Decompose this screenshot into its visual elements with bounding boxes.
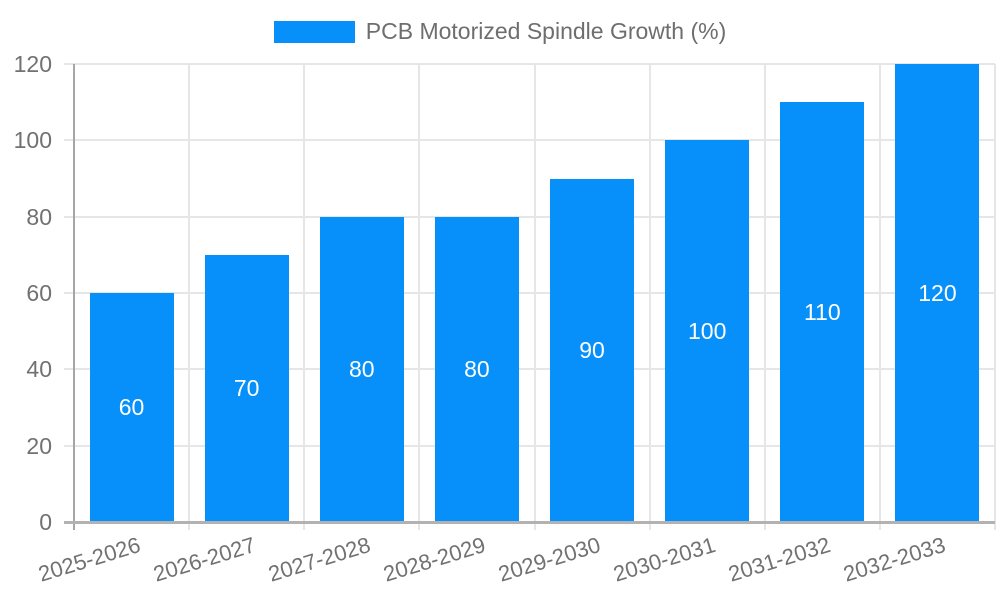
bar-value-label: 80 [349, 355, 375, 382]
bar-value-label: 60 [118, 394, 145, 420]
legend-label: PCB Motorized Spindle Growth (%) [365, 18, 727, 44]
bar: 90 [550, 178, 635, 522]
y-axis-label: 80 [26, 203, 52, 230]
v-gridline [188, 64, 191, 530]
y-axis-label: 40 [26, 356, 52, 383]
h-gridline [64, 444, 995, 447]
bar: 70 [204, 254, 289, 522]
v-gridline [878, 64, 881, 530]
v-gridline [418, 64, 421, 530]
h-gridline [64, 215, 995, 218]
v-gridline [994, 64, 996, 530]
bar-value-label: 90 [579, 336, 605, 363]
y-axis-label: 0 [39, 509, 52, 535]
v-gridline [533, 64, 536, 530]
v-gridline [763, 64, 766, 530]
bar-value-label: 70 [233, 374, 260, 401]
v-gridline [648, 64, 651, 530]
legend-item[interactable]: PCB Motorized Spindle Growth (%) [0, 18, 1000, 45]
h-gridline [64, 63, 995, 65]
bar: 120 [895, 64, 980, 522]
y-axis-label: 100 [13, 127, 52, 154]
legend-swatch [273, 20, 355, 43]
x-axis-line [64, 521, 995, 524]
bar-value-label: 110 [803, 298, 841, 325]
bar-value-label: 80 [464, 355, 490, 382]
h-gridline [64, 368, 995, 371]
y-axis-line [73, 64, 75, 530]
h-gridline [64, 292, 995, 294]
bar: 80 [434, 216, 519, 522]
bar: 100 [665, 140, 750, 522]
h-gridline [64, 139, 995, 142]
v-gridline [303, 64, 306, 530]
bar: 60 [89, 293, 174, 522]
y-axis-label: 20 [26, 432, 52, 459]
bar-value-label: 100 [688, 317, 727, 344]
y-axis-label: 60 [26, 280, 52, 306]
bar-value-label: 120 [918, 279, 957, 306]
bar: 110 [780, 102, 865, 522]
y-axis-label: 120 [13, 51, 52, 77]
bar: 80 [319, 216, 404, 522]
